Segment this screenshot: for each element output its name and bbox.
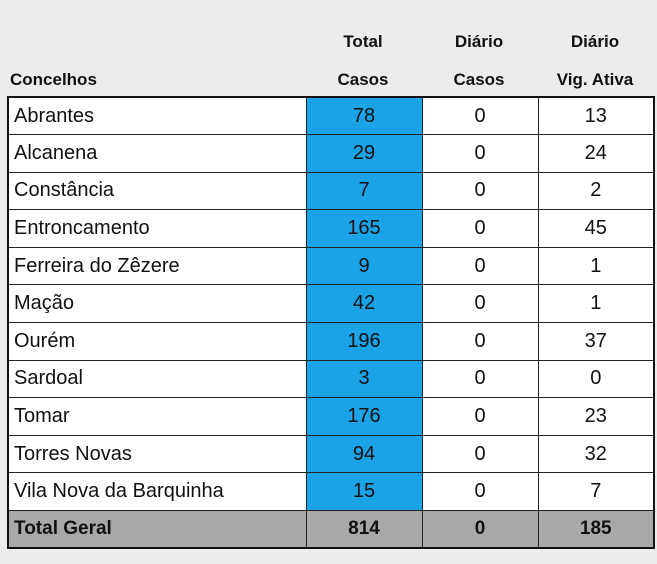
table-row: Vila Nova da Barquinha 15 0 7 bbox=[7, 472, 655, 512]
total-casos-cell: 78 bbox=[305, 96, 423, 136]
total-geral-row: Total Geral 814 0 185 bbox=[7, 510, 655, 549]
header-diario-vig: Diário Vig. Ativa bbox=[537, 32, 653, 90]
diario-casos-cell: 0 bbox=[421, 171, 539, 211]
total-casos-cell: 196 bbox=[305, 322, 423, 361]
diario-casos-cell: 0 bbox=[421, 134, 539, 173]
diario-casos-cell: 0 bbox=[421, 397, 539, 436]
header-total-line1: Total bbox=[343, 32, 383, 51]
diario-vig-ativa-cell: 1 bbox=[537, 284, 655, 324]
diario-casos-cell: 0 bbox=[421, 472, 539, 512]
table-row: Alcanena 29 0 24 bbox=[7, 134, 655, 173]
cases-table: Abrantes 78 0 13 Alcanena 29 0 24 Constância 7 0 2 E… bbox=[7, 96, 655, 550]
diario-casos-cell: 0 bbox=[421, 434, 539, 474]
concelho-name-cell: Alcanena bbox=[7, 134, 307, 173]
concelho-name-cell: Tomar bbox=[7, 397, 307, 436]
total-casos-cell: 176 bbox=[305, 397, 423, 436]
header-diario-casos-line1: Diário bbox=[454, 32, 504, 51]
concelho-name-cell: Total Geral bbox=[7, 510, 307, 549]
diario-vig-ativa-cell: 0 bbox=[537, 359, 655, 399]
header-diario-vig-line1: Diário bbox=[570, 32, 620, 51]
diario-vig-ativa-cell: 37 bbox=[537, 322, 655, 361]
table-row: Mação 42 0 1 bbox=[7, 284, 655, 324]
table-row: Ferreira do Zêzere 9 0 1 bbox=[7, 246, 655, 286]
diario-vig-ativa-cell: 2 bbox=[537, 171, 655, 211]
diario-casos-cell: 0 bbox=[421, 359, 539, 399]
total-casos-cell: 94 bbox=[305, 434, 423, 474]
table-row: Tomar 176 0 23 bbox=[7, 397, 655, 436]
total-casos-cell: 165 bbox=[305, 209, 423, 248]
total-casos-cell: 3 bbox=[305, 359, 423, 399]
diario-vig-ativa-cell: 45 bbox=[537, 209, 655, 248]
concelho-name-cell: Constância bbox=[7, 171, 307, 211]
diario-vig-ativa-cell: 32 bbox=[537, 434, 655, 474]
concelho-name-cell: Ourém bbox=[7, 322, 307, 361]
diario-vig-ativa-cell: 185 bbox=[537, 510, 655, 549]
concelho-name-cell: Abrantes bbox=[7, 96, 307, 136]
diario-casos-cell: 0 bbox=[421, 96, 539, 136]
concelho-name-cell: Torres Novas bbox=[7, 434, 307, 474]
concelho-name-cell: Sardoal bbox=[7, 359, 307, 399]
concelho-name-cell: Entroncamento bbox=[7, 209, 307, 248]
table-body: Abrantes 78 0 13 Alcanena 29 0 24 Constância 7 0 2 E… bbox=[7, 96, 655, 549]
table-row: Sardoal 3 0 0 bbox=[7, 359, 655, 399]
concelho-name-cell: Vila Nova da Barquinha bbox=[7, 472, 307, 512]
diario-casos-cell: 0 bbox=[421, 322, 539, 361]
table-row: Constância 7 0 2 bbox=[7, 171, 655, 211]
header-concelhos: Concelhos bbox=[10, 70, 97, 89]
header-total-line2: Casos bbox=[337, 70, 389, 89]
concelho-name-cell: Mação bbox=[7, 284, 307, 324]
total-casos-cell: 42 bbox=[305, 284, 423, 324]
table-row: Entroncamento 165 0 45 bbox=[7, 209, 655, 248]
diario-vig-ativa-cell: 23 bbox=[537, 397, 655, 436]
concelho-name-cell: Ferreira do Zêzere bbox=[7, 246, 307, 286]
total-casos-cell: 9 bbox=[305, 246, 423, 286]
diario-vig-ativa-cell: 7 bbox=[537, 472, 655, 512]
header-total-casos: Total Casos bbox=[305, 32, 421, 90]
diario-casos-cell: 0 bbox=[421, 284, 539, 324]
table-row: Abrantes 78 0 13 bbox=[7, 96, 655, 136]
diario-vig-ativa-cell: 1 bbox=[537, 246, 655, 286]
diario-casos-cell: 0 bbox=[421, 510, 539, 549]
table-row: Torres Novas 94 0 32 bbox=[7, 434, 655, 474]
total-casos-cell: 15 bbox=[305, 472, 423, 512]
header-diario-casos: Diário Casos bbox=[421, 32, 537, 90]
header-diario-vig-line2: Vig. Ativa bbox=[556, 70, 634, 89]
total-casos-cell: 814 bbox=[305, 510, 423, 549]
diario-vig-ativa-cell: 13 bbox=[537, 96, 655, 136]
header-diario-casos-line2: Casos bbox=[453, 70, 505, 89]
table-row: Ourém 196 0 37 bbox=[7, 322, 655, 361]
diario-vig-ativa-cell: 24 bbox=[537, 134, 655, 173]
diario-casos-cell: 0 bbox=[421, 246, 539, 286]
total-casos-cell: 7 bbox=[305, 171, 423, 211]
total-casos-cell: 29 bbox=[305, 134, 423, 173]
diario-casos-cell: 0 bbox=[421, 209, 539, 248]
